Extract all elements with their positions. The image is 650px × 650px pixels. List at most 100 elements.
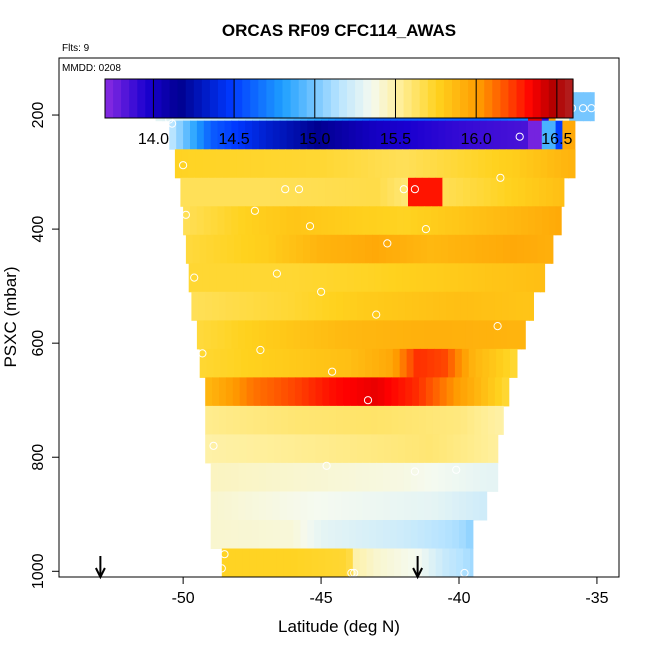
heatmap-cell (361, 149, 369, 179)
heatmap-cell (401, 548, 409, 578)
heatmap-cell (341, 206, 350, 236)
heatmap-cell (169, 120, 177, 150)
heatmap-cell (475, 234, 484, 264)
colorbar-swatch (193, 79, 203, 118)
heatmap-cell (376, 491, 384, 521)
heatmap-cell (448, 348, 456, 378)
heatmap-cell (409, 149, 417, 179)
heatmap-cell (554, 149, 562, 179)
heatmap-cell (383, 120, 391, 150)
colorbar-swatch (516, 79, 526, 118)
heatmap-cell (410, 520, 419, 549)
heatmap-cell (243, 149, 252, 179)
heatmap-cell (296, 234, 304, 264)
heatmap-cell (537, 234, 546, 264)
heatmap-cell (504, 177, 512, 207)
heatmap-cell (205, 434, 213, 464)
heatmap-cell (459, 206, 467, 236)
colorbar-swatch (218, 79, 227, 118)
heatmap-cell (402, 263, 410, 293)
heatmap-cell (412, 434, 420, 464)
heatmap-cell (202, 149, 210, 179)
heatmap-cell (316, 348, 325, 378)
heatmap-cell (348, 520, 357, 549)
heatmap-cell (343, 434, 351, 464)
heatmap-cell (238, 462, 246, 492)
heatmap-cell (494, 291, 503, 321)
heatmap-cell (303, 348, 311, 378)
heatmap-cell (428, 548, 437, 578)
heatmap-cell (384, 434, 392, 464)
heatmap-cell (460, 377, 468, 407)
heatmap-cell (231, 491, 239, 521)
heatmap-cell (533, 263, 541, 293)
heatmap-cell (210, 206, 219, 236)
heatmap-cell (459, 491, 467, 521)
heatmap-cell (362, 462, 370, 492)
heatmap-cell (322, 434, 330, 464)
heatmap-cell (274, 434, 282, 464)
heatmap-cell (370, 434, 379, 464)
heatmap-cell (376, 462, 384, 492)
colorbar-swatch (137, 79, 146, 118)
heatmap-cell (497, 177, 506, 207)
heatmap-cell (460, 405, 468, 435)
heatmap-cell (461, 234, 470, 264)
heatmap-cell (294, 405, 303, 435)
heatmap-cell (228, 548, 237, 578)
heatmap-cell (238, 320, 246, 350)
heatmap-cell (452, 491, 460, 521)
heatmap-cell (410, 120, 419, 150)
heatmap-cell (490, 177, 499, 207)
heatmap-cell (267, 377, 275, 407)
heatmap-cell (540, 263, 546, 293)
colorbar-tick-labels: 14.0 14.5 15.0 15.5 16.0 16.5 (138, 131, 573, 148)
heatmap-cell (231, 520, 239, 549)
heatmap-cell (325, 548, 333, 578)
heatmap-cell (488, 291, 496, 321)
heatmap-cell (540, 149, 548, 179)
heatmap-cell (334, 491, 343, 521)
colorbar-swatch (411, 79, 421, 118)
chart-title: ORCAS RF09 CFC114_AWAS (222, 21, 456, 40)
heatmap-cell (225, 434, 234, 464)
heatmap-cell (341, 320, 350, 350)
heatmap-cell (425, 291, 434, 321)
heatmap-cell (348, 462, 357, 492)
heatmap-cell (511, 177, 519, 207)
heatmap-cell (481, 405, 489, 435)
heatmap-cell (252, 491, 260, 521)
heatmap-cell (501, 377, 510, 407)
heatmap-cell (431, 462, 439, 492)
heatmap-cell (408, 548, 416, 578)
heatmap-cell (227, 348, 235, 378)
heatmap-cell (496, 234, 504, 264)
heatmap-cell (362, 320, 370, 350)
heatmap-cell (373, 548, 381, 578)
heatmap-cell (501, 405, 504, 435)
heatmap-cell (449, 177, 457, 207)
heatmap-cell (343, 377, 351, 407)
sample-point (372, 310, 381, 319)
heatmap-cell (395, 149, 404, 179)
heatmap-cell (235, 177, 244, 207)
heatmap-cell (409, 263, 417, 293)
heatmap-cell (242, 177, 250, 207)
heatmap-cell (196, 320, 205, 350)
flights-count: Flts: 9 (62, 43, 90, 54)
heatmap-cell (301, 434, 310, 464)
heatmap-cell (493, 120, 501, 150)
heatmap-cell (482, 234, 490, 264)
heatmap-cell (196, 120, 205, 150)
heatmap-cell (430, 149, 438, 179)
y-axis: 200 400 600 800 1000 (30, 102, 60, 589)
heatmap-cell (232, 377, 241, 407)
heatmap-cell (351, 348, 359, 378)
heatmap-cell (241, 234, 249, 264)
heatmap-cell (465, 520, 474, 549)
heatmap-cell (301, 291, 310, 321)
heatmap-cell (403, 520, 412, 549)
heatmap-cell (245, 491, 253, 521)
heatmap-cell (465, 120, 474, 150)
colorbar-swatch (242, 79, 251, 118)
